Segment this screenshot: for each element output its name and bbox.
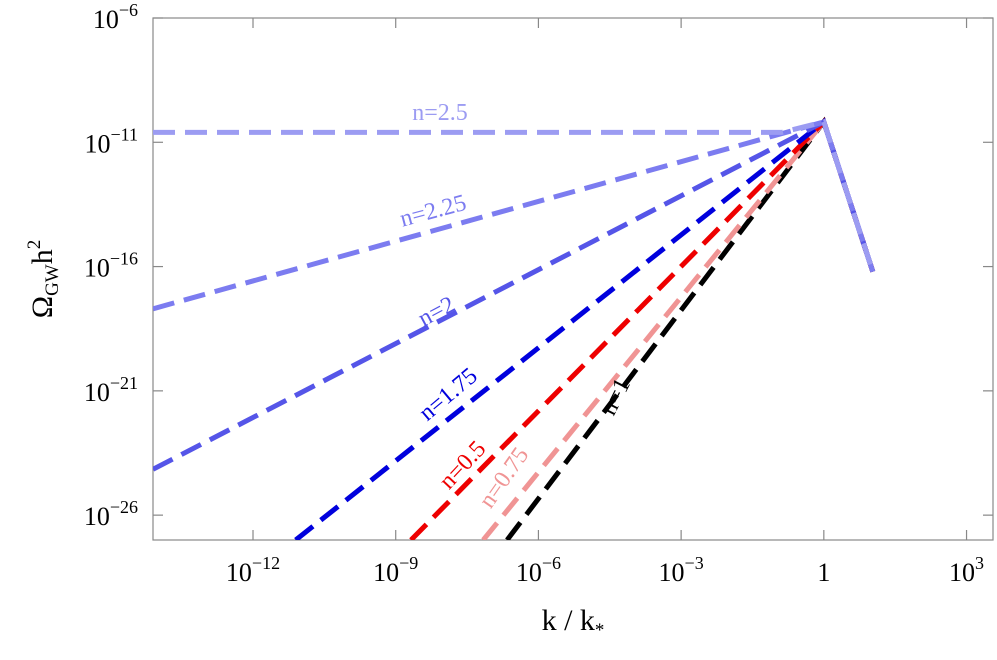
tick-exponent: 3 [975, 553, 984, 573]
tick-base: 10 [84, 254, 110, 283]
tick-exponent: −21 [110, 373, 138, 393]
tick-base: 10 [226, 558, 252, 587]
tick-base: 10 [84, 378, 110, 407]
tick-exponent: −3 [685, 553, 704, 573]
series-label: n=2.25 [397, 190, 469, 233]
tick-exponent: −11 [111, 124, 138, 144]
x-tick-label: 1 [817, 558, 830, 587]
tick-base: 10 [93, 5, 119, 34]
series-line [153, 118, 876, 273]
tick-base: 10 [949, 558, 975, 587]
tick-exponent: −9 [399, 553, 418, 573]
y-tick-label: 10−11 [85, 124, 138, 158]
tick-base: 1 [817, 558, 830, 587]
y-axis-label: ΩGWh2 [24, 240, 63, 318]
tick-base: 10 [85, 129, 111, 158]
plot-area [153, 116, 876, 540]
series-line [294, 117, 876, 540]
x-tick-label: 10−9 [373, 553, 418, 587]
tick-exponent: −6 [119, 0, 138, 20]
series-label: n=2 [414, 292, 459, 333]
series-line [153, 118, 876, 472]
tick-exponent: −16 [110, 249, 138, 269]
x-tick-label: 10−6 [516, 553, 561, 587]
x-tick-label: 10−12 [226, 553, 280, 587]
x-tick-label: 10−3 [659, 553, 704, 587]
y-tick-label: 10−21 [84, 373, 138, 407]
x-tick-label: 103 [949, 553, 984, 587]
y-tick-label: 10−6 [93, 0, 138, 34]
tick-exponent: −6 [542, 553, 561, 573]
tick-exponent: −26 [110, 497, 138, 517]
tick-base: 10 [659, 558, 685, 587]
y-tick-label: 10−26 [84, 497, 138, 531]
series-label: n=2.5 [412, 100, 468, 126]
x-axis-label: k / k* [542, 604, 605, 641]
series-line [409, 117, 876, 540]
tick-base: 10 [516, 558, 542, 587]
y-tick-label: 10−16 [84, 249, 138, 283]
series-line [481, 116, 876, 540]
plot-frame [152, 17, 994, 541]
tick-base: 10 [373, 558, 399, 587]
tick-exponent: −12 [252, 553, 280, 573]
tick-base: 10 [84, 502, 110, 531]
